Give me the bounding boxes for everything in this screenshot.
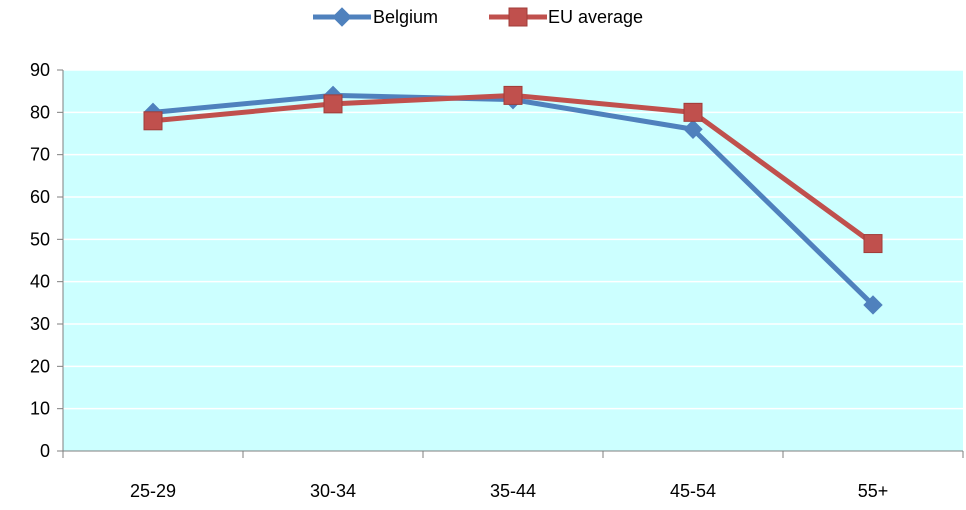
y-tick-label: 60 — [30, 187, 50, 207]
x-tick-label: 55+ — [858, 481, 889, 501]
legend-label: Belgium — [373, 7, 438, 27]
y-tick-label: 20 — [30, 356, 50, 376]
axes: 0 10 20 30 40 50 60 70 80 90 25-29 30-34 35-44 45-54 5… — [30, 60, 964, 501]
y-tick-label: 40 — [30, 272, 50, 292]
x-tick-label: 30-34 — [310, 481, 356, 501]
data-point-marker — [863, 295, 883, 315]
data-point-marker — [863, 234, 883, 254]
legend-marker — [508, 7, 528, 27]
x-tick-label: 35-44 — [490, 481, 536, 501]
plot-area — [63, 70, 963, 451]
legend-item: EU average — [489, 7, 643, 27]
y-tick-label: 50 — [30, 229, 50, 249]
legend-item: Belgium — [313, 7, 438, 27]
gridlines — [63, 69, 963, 410]
x-tick-label: 45-54 — [670, 481, 716, 501]
y-tick-label: 10 — [30, 399, 50, 419]
x-tick-label: 25-29 — [130, 481, 176, 501]
series-eu-average — [143, 85, 883, 254]
chart-legend: Belgium EU average — [313, 7, 643, 27]
data-point-marker — [143, 111, 163, 131]
legend-label: EU average — [548, 7, 643, 27]
legend-marker — [332, 7, 352, 27]
y-tick-label: 80 — [30, 102, 50, 122]
y-tick-label: 70 — [30, 145, 50, 165]
series-layer — [143, 85, 883, 315]
data-point-marker — [683, 102, 703, 122]
y-tick-label: 30 — [30, 314, 50, 334]
y-tick-label: 90 — [30, 60, 50, 80]
data-point-marker — [683, 119, 703, 139]
data-point-marker — [323, 94, 343, 114]
y-tick-label: 0 — [40, 441, 50, 461]
data-point-marker — [503, 85, 523, 105]
